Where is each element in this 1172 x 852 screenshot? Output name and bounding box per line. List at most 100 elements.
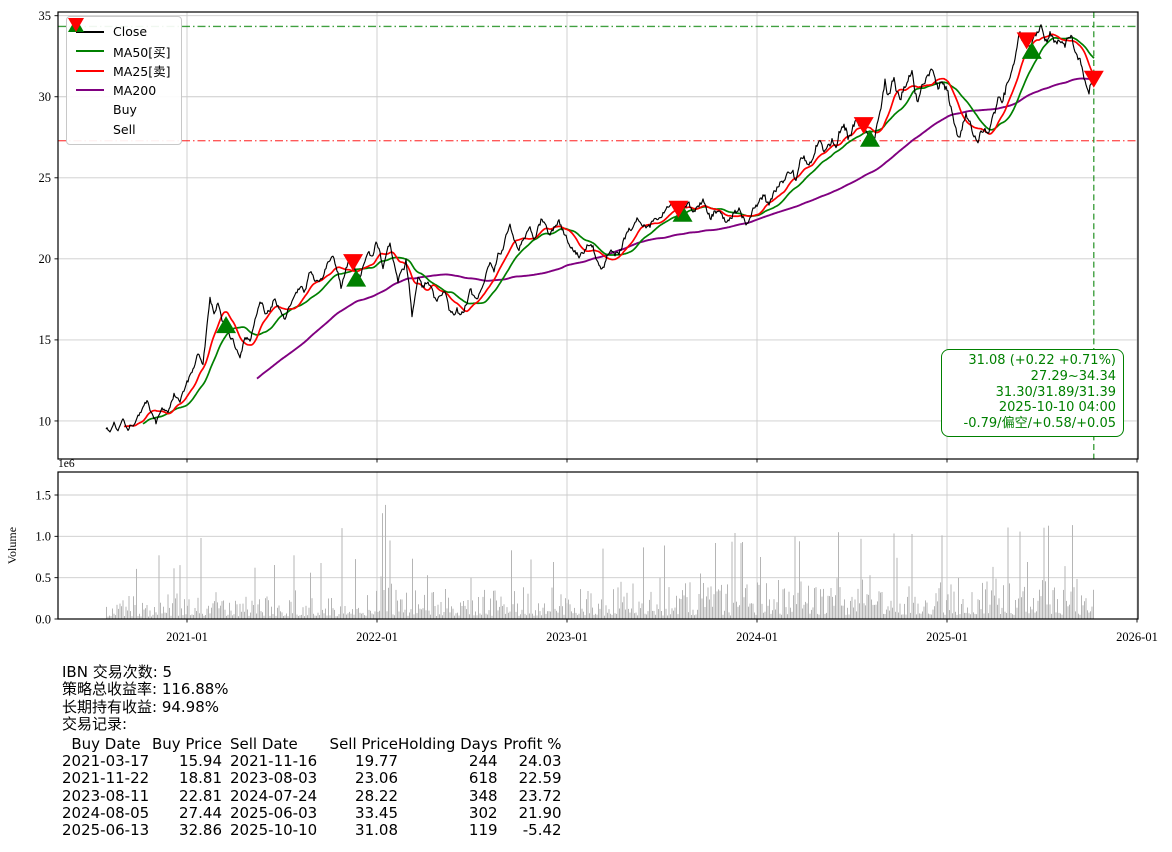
trade-col-header: Buy Date: [71, 734, 141, 753]
trade-cell: 27.44: [179, 803, 222, 822]
trade-cell: 22.81: [179, 786, 222, 805]
legend-item-ma200: MA200: [75, 81, 171, 101]
buy-marker: [672, 204, 693, 222]
buy-marker: [346, 269, 367, 287]
close-line: [105, 24, 1095, 433]
sell-marker: [1016, 32, 1037, 50]
sell-marker: [1083, 70, 1104, 88]
legend-item-buy: Buy: [68, 18, 171, 120]
date-tick-label: 2021-01: [166, 630, 208, 644]
trade-col-header: Profit %: [503, 734, 562, 753]
chart-legend: Close MA50[买] MA25[卖] MA200 Buy Sell: [66, 16, 182, 145]
trade-cell: 2025-10-10: [230, 821, 318, 840]
trade-col-header: Sell Date: [230, 734, 298, 753]
trade-cell: 23.06: [355, 769, 398, 788]
legend-label: Buy: [113, 102, 137, 118]
sell-marker: [668, 200, 689, 218]
price-axes-frame: [57, 11, 1139, 460]
price-tick-label: 10: [39, 414, 52, 428]
price-tick-label: 25: [39, 171, 52, 185]
trade-cell: 21.90: [518, 803, 562, 822]
annotation-line-range: 27.29~34.34: [1030, 368, 1116, 384]
trade-cell: 23.72: [518, 786, 562, 805]
legend-line-swatch: [75, 50, 105, 53]
trade-cell: 2023-08-03: [230, 769, 318, 788]
trade-cell: 2023-08-11: [62, 786, 150, 805]
date-tick-label: 2023-01: [546, 630, 588, 644]
trade-cell: 348: [468, 786, 498, 805]
legend-line-swatch: [75, 89, 105, 92]
trade-cell: 31.08: [355, 821, 398, 840]
trade-col-header: Holding Days: [398, 734, 498, 753]
sell-marker: [343, 254, 364, 272]
price-tick-label: 15: [39, 333, 52, 347]
trade-cell: 33.45: [355, 803, 398, 822]
gridlines: [58, 12, 1138, 619]
buy-marker: [1021, 41, 1042, 59]
axis-ticks: [54, 15, 1138, 623]
trade-table: Buy Date Buy Price Sell Date Sell Price Hold…: [62, 734, 562, 840]
legend-item-ma25: MA25[卖]: [75, 61, 171, 81]
sell-marker: [853, 117, 874, 135]
trade-cell: 2024-08-05: [62, 803, 150, 822]
trade-col-header: Buy Price: [151, 734, 222, 753]
legend-label: MA200: [113, 82, 157, 98]
trade-row: 2023-08-11 22.81 2024-07-24 28.22 348 23.72: [62, 786, 562, 805]
trade-cell: 119: [468, 821, 498, 840]
trade-col-header: Sell Price: [329, 734, 398, 753]
legend-label: Close: [113, 24, 148, 40]
ma25-line: [123, 33, 1095, 428]
price-tick-label: 20: [39, 252, 52, 266]
trade-cell: 2021-11-16: [230, 751, 318, 770]
annotation-line-mas: 31.30/31.89/31.39: [995, 384, 1116, 400]
strategy-return-line: 策略总收益率: 116.88%: [62, 680, 229, 699]
trade-cell: 302: [468, 803, 498, 822]
volume-offset-label: 1e6: [58, 458, 75, 470]
legend-item-close: Close: [75, 22, 171, 42]
trade-cell: 2024-07-24: [230, 786, 318, 805]
trade-cell: 244: [468, 751, 498, 770]
date-tick-label: 2022-01: [356, 630, 398, 644]
volume-axis-title: Volume: [5, 527, 19, 564]
volume-tick-label: 1.5: [35, 488, 51, 502]
trade-cell: -5.42: [522, 821, 562, 840]
price-tick-label: 35: [39, 9, 52, 23]
strategy-stats: IBN 交易次数: 5 策略总收益率: 116.88% 长期持有收益: 94.9…: [62, 663, 562, 840]
trade-row: 2021-03-17 15.94 2021-11-16 19.77 244 24.03: [62, 751, 562, 770]
trade-cell: 2025-06-13: [62, 821, 150, 840]
legend-line-swatch: [75, 69, 105, 72]
annotation-line-date: 2025-10-10 04:00: [998, 400, 1116, 416]
trade-row: 2024-08-05 27.44 2025-06-03 33.45 302 21.90: [62, 803, 562, 822]
trade-cell: 24.03: [518, 751, 562, 770]
trade-cell: 2025-06-03: [230, 803, 318, 822]
volume-bars: [106, 504, 1094, 619]
date-tick-label: 2026-01: [1116, 630, 1158, 644]
buy-marker: [859, 129, 880, 147]
trade-cell: 22.59: [518, 769, 562, 788]
trade-cell: 15.94: [179, 751, 222, 770]
date-tick-label: 2025-01: [926, 630, 968, 644]
trade-row: 2025-06-13 32.86 2025-10-10 31.08 119 -5.42: [62, 821, 562, 840]
trade-cell: 2021-11-22: [62, 769, 150, 788]
legend-item-ma50: MA50[买]: [75, 42, 171, 62]
legend-label: MA25[卖]: [113, 64, 171, 80]
legend-line-swatch: [75, 30, 105, 33]
trade-cell: 19.77: [355, 751, 398, 770]
date-tick-label: 2024-01: [736, 630, 778, 644]
ma200-line: [256, 77, 1095, 380]
price-tick-label: 30: [39, 90, 52, 104]
buy-marker: [216, 316, 237, 334]
legend-label: MA50[买]: [113, 44, 171, 60]
trade-row: 2021-11-22 18.81 2023-08-03 23.06 618 22.59: [62, 769, 562, 788]
volume-tick-label: 1.0: [35, 530, 51, 544]
trade-cell: 18.81: [179, 769, 222, 788]
trade-cell: 618: [468, 769, 498, 788]
volume-axes-frame: [57, 471, 1139, 620]
annotation-line-price: 31.08 (+0.22 +0.71%): [968, 353, 1116, 368]
axis-tick-labels: 10 15 20 25 30 35 0.0 0.5 1.0 1.5 2021-01 2022-01 20…: [5, 9, 1158, 644]
legend-item-sell: Sell: [68, 18, 171, 140]
volume-tick-label: 0.0: [35, 612, 51, 626]
quote-annotation-box: 31.08 (+0.22 +0.71%) 27.29~34.34 31.30/3…: [941, 349, 1124, 437]
